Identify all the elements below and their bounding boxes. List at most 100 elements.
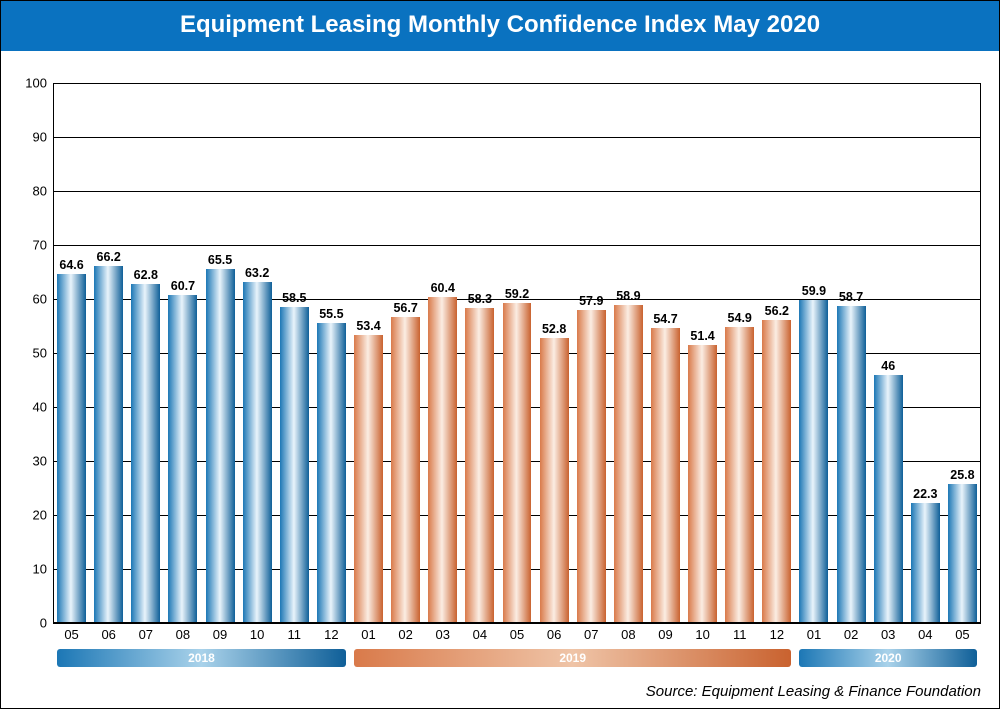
y-tick-label: 20 <box>15 508 47 523</box>
x-tick-label: 02 <box>398 627 412 642</box>
bar <box>874 375 903 623</box>
y-tick-label: 70 <box>15 238 47 253</box>
bar <box>317 323 346 623</box>
bar-slot: 59.9 <box>799 83 828 623</box>
x-tick-label: 08 <box>621 627 635 642</box>
bar-slot: 22.3 <box>911 83 940 623</box>
y-tick-label: 30 <box>15 454 47 469</box>
y-tick-label: 10 <box>15 562 47 577</box>
bar <box>688 345 717 623</box>
bar-slot: 59.2 <box>503 83 532 623</box>
bar-value-label: 64.6 <box>51 258 92 272</box>
bar-slot: 54.9 <box>725 83 754 623</box>
bar-value-label: 22.3 <box>905 487 946 501</box>
y-axis-line-left <box>53 83 54 623</box>
bar-slot: 58.9 <box>614 83 643 623</box>
bar-value-label: 63.2 <box>237 266 278 280</box>
bar-value-label: 59.2 <box>497 287 538 301</box>
bar-value-label: 46 <box>868 359 909 373</box>
x-tick-label: 07 <box>139 627 153 642</box>
bar-value-label: 53.4 <box>348 319 389 333</box>
bar <box>94 266 123 623</box>
bar-value-label: 57.9 <box>571 294 612 308</box>
bar-value-label: 65.5 <box>200 253 241 267</box>
bar <box>540 338 569 623</box>
bar <box>911 503 940 623</box>
x-tick-label: 02 <box>844 627 858 642</box>
year-group-bar: 2019 <box>354 649 791 667</box>
x-tick-label: 06 <box>547 627 561 642</box>
x-tick-label: 06 <box>101 627 115 642</box>
y-axis-line-right <box>980 83 981 623</box>
x-tick-label: 09 <box>658 627 672 642</box>
bar-value-label: 54.7 <box>645 312 686 326</box>
bar <box>391 317 420 623</box>
x-axis-line <box>53 622 981 623</box>
bar-slot: 56.7 <box>391 83 420 623</box>
bar-slot: 66.2 <box>94 83 123 623</box>
bar-slot: 46 <box>874 83 903 623</box>
bar <box>465 308 494 623</box>
bar-slot: 25.8 <box>948 83 977 623</box>
y-tick-label: 50 <box>15 346 47 361</box>
bar-slot: 64.6 <box>57 83 86 623</box>
bar-value-label: 25.8 <box>942 468 983 482</box>
bar <box>131 284 160 623</box>
bar-value-label: 58.3 <box>460 292 501 306</box>
x-tick-label: 09 <box>213 627 227 642</box>
y-tick-label: 100 <box>15 76 47 91</box>
bar <box>503 303 532 623</box>
y-tick-label: 0 <box>15 616 47 631</box>
bar-slot: 58.5 <box>280 83 309 623</box>
source-attribution: Source: Equipment Leasing & Finance Foun… <box>646 683 981 700</box>
bar <box>243 282 272 623</box>
bar-value-label: 66.2 <box>88 250 129 264</box>
bar-slot: 58.3 <box>465 83 494 623</box>
x-tick-label: 12 <box>770 627 784 642</box>
bar-slot: 54.7 <box>651 83 680 623</box>
y-tick-label: 60 <box>15 292 47 307</box>
bar-value-label: 62.8 <box>126 268 167 282</box>
bar <box>762 320 791 623</box>
bar-slot: 63.2 <box>243 83 272 623</box>
x-tick-label: 04 <box>918 627 932 642</box>
bar-value-label: 58.7 <box>831 290 872 304</box>
bar-value-label: 60.4 <box>423 281 464 295</box>
bar <box>577 310 606 623</box>
bar-value-label: 58.9 <box>608 289 649 303</box>
bar <box>837 306 866 623</box>
bar-value-label: 56.7 <box>385 301 426 315</box>
bar-slot: 65.5 <box>206 83 235 623</box>
x-tick-label: 05 <box>955 627 969 642</box>
bar-slot: 55.5 <box>317 83 346 623</box>
x-tick-label: 05 <box>510 627 524 642</box>
bar <box>57 274 86 623</box>
x-tick-label: 11 <box>733 627 747 642</box>
bar-slot: 56.2 <box>762 83 791 623</box>
bar <box>799 300 828 623</box>
x-tick-label: 08 <box>176 627 190 642</box>
x-tick-label: 05 <box>64 627 78 642</box>
bar <box>354 335 383 623</box>
x-tick-label: 01 <box>807 627 821 642</box>
bar <box>206 269 235 623</box>
bar <box>948 484 977 623</box>
bars-container: 64.666.262.860.765.563.258.555.553.456.7… <box>53 83 981 623</box>
bar-slot: 62.8 <box>131 83 160 623</box>
x-axis-labels: 0506070809101112010203040506070809101112… <box>53 627 981 647</box>
bar-value-label: 56.2 <box>757 304 798 318</box>
x-tick-label: 12 <box>324 627 338 642</box>
gridline <box>53 623 981 624</box>
y-tick-label: 40 <box>15 400 47 415</box>
bar-value-label: 60.7 <box>163 279 204 293</box>
x-tick-label: 03 <box>436 627 450 642</box>
year-group-bar: 2018 <box>57 649 346 667</box>
x-tick-label: 01 <box>361 627 375 642</box>
bar <box>280 307 309 623</box>
bar-slot: 51.4 <box>688 83 717 623</box>
chart-title-bar: Equipment Leasing Monthly Confidence Ind… <box>1 1 999 51</box>
bar <box>428 297 457 623</box>
bar-value-label: 58.5 <box>274 291 315 305</box>
bar-value-label: 52.8 <box>534 322 575 336</box>
y-tick-label: 80 <box>15 184 47 199</box>
